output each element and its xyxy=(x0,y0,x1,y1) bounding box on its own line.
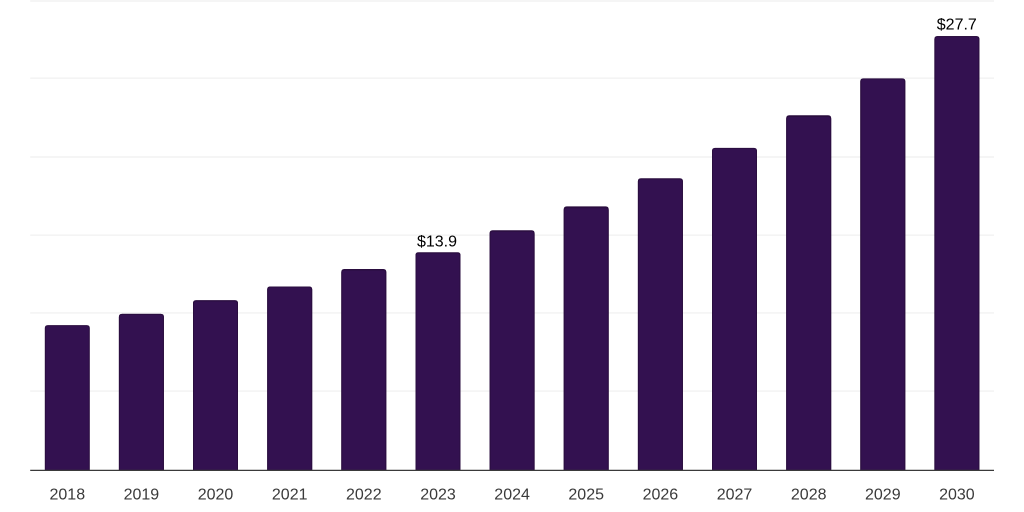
svg-text:2028: 2028 xyxy=(791,487,827,504)
svg-text:$27.7: $27.7 xyxy=(937,17,977,34)
svg-text:2023: 2023 xyxy=(420,487,456,504)
svg-text:2020: 2020 xyxy=(198,487,234,504)
svg-text:2029: 2029 xyxy=(865,487,901,504)
svg-text:2019: 2019 xyxy=(124,487,160,504)
svg-text:2024: 2024 xyxy=(494,487,530,504)
svg-text:2018: 2018 xyxy=(50,487,86,504)
svg-text:$13.9: $13.9 xyxy=(417,233,457,250)
svg-text:2030: 2030 xyxy=(939,487,975,504)
svg-text:2027: 2027 xyxy=(717,487,753,504)
svg-text:2026: 2026 xyxy=(643,487,679,504)
svg-text:2022: 2022 xyxy=(346,487,382,504)
svg-text:2021: 2021 xyxy=(272,487,308,504)
svg-text:2025: 2025 xyxy=(568,487,604,504)
